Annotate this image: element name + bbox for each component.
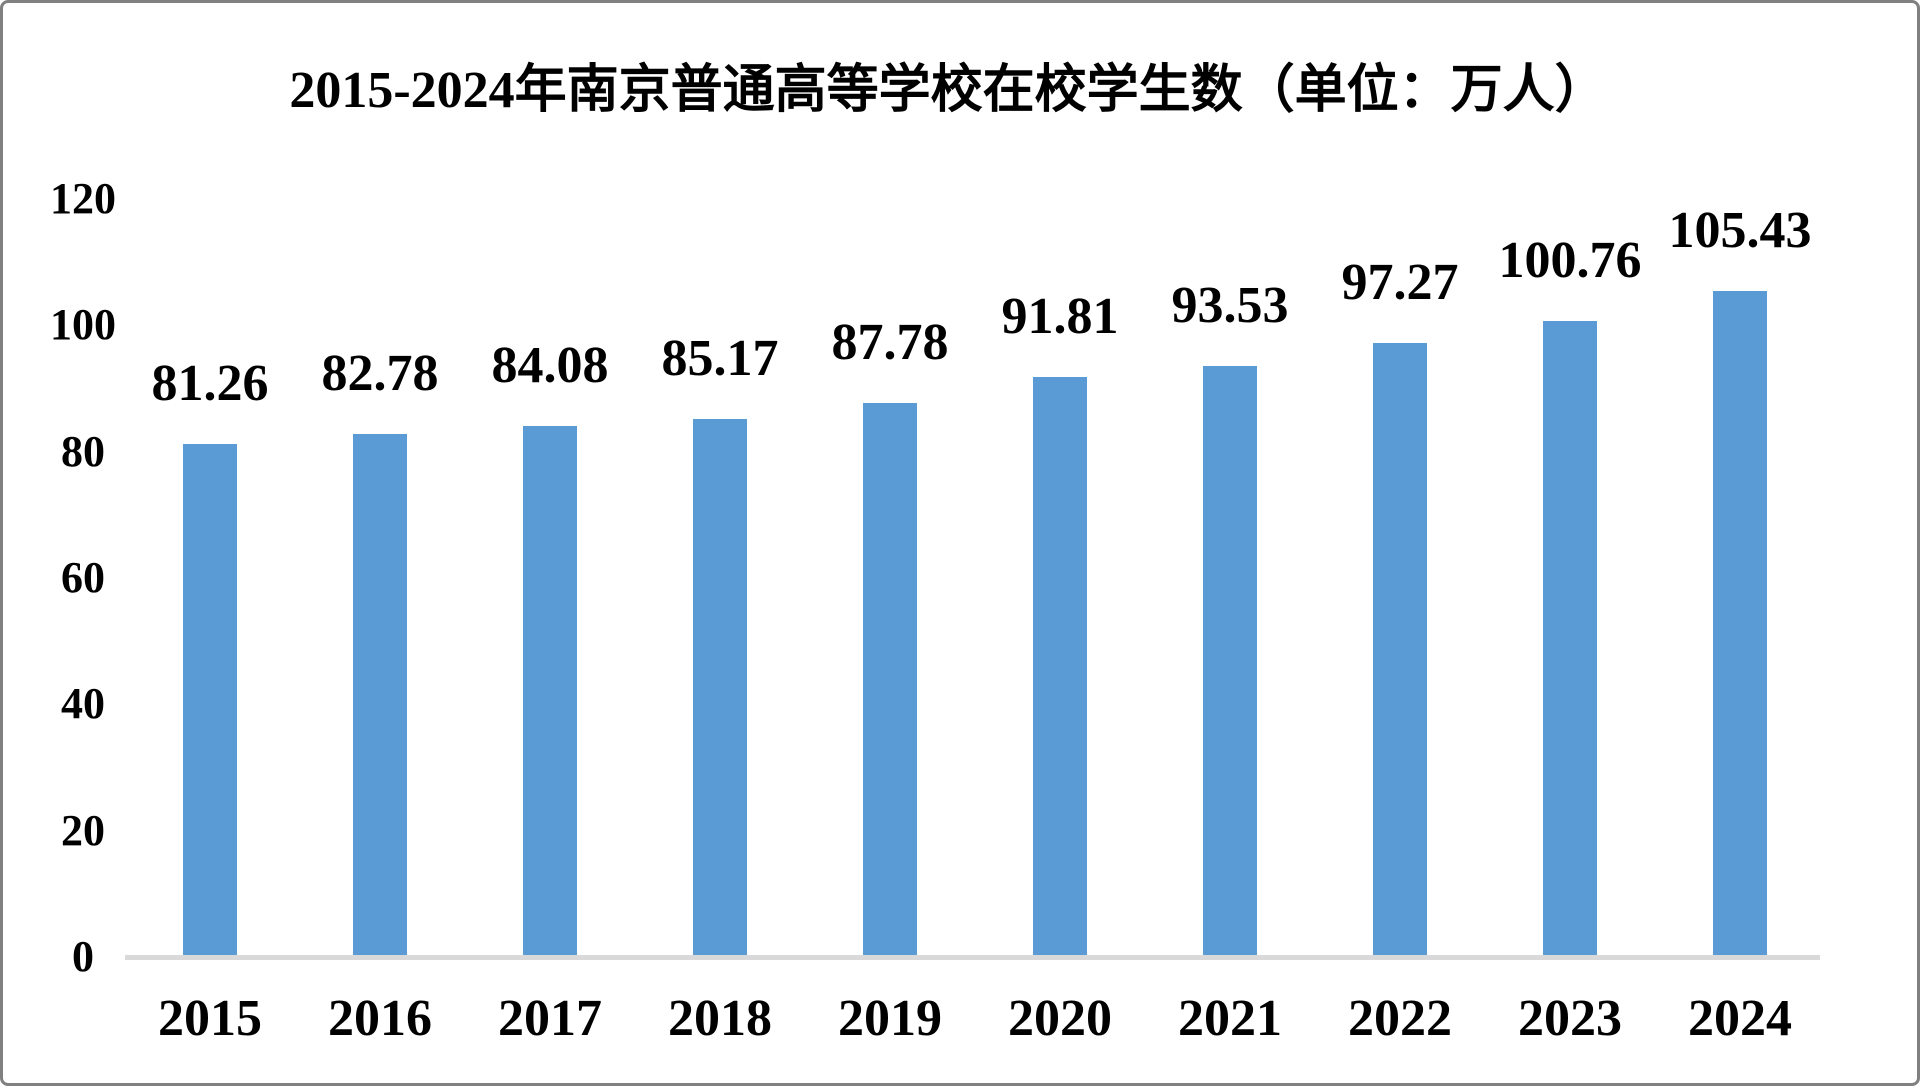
x-tick-label: 2021 [1178, 990, 1282, 1047]
chart-title: 2015-2024年南京普通高等学校在校学生数（单位：万人） [289, 62, 1607, 119]
bar-2020 [1033, 377, 1087, 958]
x-tick-label: 2018 [668, 990, 772, 1047]
bar-value-label: 81.26 [151, 354, 269, 412]
y-tick-label: 120 [50, 174, 116, 223]
bar-2024 [1713, 291, 1767, 958]
x-tick-label: 2020 [1008, 990, 1112, 1047]
x-tick-label: 2015 [158, 990, 262, 1047]
bar-value-label: 97.27 [1341, 253, 1459, 311]
y-tick-label: 40 [61, 679, 105, 729]
bar-value-label: 87.78 [831, 313, 949, 371]
y-tick-label: 0 [72, 932, 94, 981]
x-tick-label: 2017 [498, 990, 602, 1047]
y-tick-label: 60 [61, 553, 105, 602]
bar-value-label: 85.17 [661, 330, 779, 387]
bar-value-label: 91.81 [1001, 288, 1119, 346]
bar-2016 [353, 434, 407, 958]
bar-value-label: 105.43 [1668, 202, 1812, 260]
bar-value-label: 93.53 [1171, 277, 1289, 335]
bar-2022 [1373, 342, 1427, 958]
bar-2019 [863, 402, 917, 958]
x-tick-label: 2023 [1518, 990, 1622, 1047]
x-tick-label: 2024 [1688, 990, 1792, 1047]
bar-value-label: 84.08 [491, 336, 609, 394]
y-tick-label: 20 [61, 805, 105, 855]
x-tick-label: 2022 [1348, 990, 1452, 1047]
bar-value-label: 82.78 [321, 345, 439, 403]
y-tick-label: 80 [61, 426, 105, 476]
bar-2017 [523, 425, 577, 958]
bar-2015 [183, 443, 237, 958]
bar-value-label: 100.76 [1498, 231, 1642, 289]
y-tick-label: 100 [50, 300, 116, 350]
bar-2018 [693, 419, 747, 958]
bar-2023 [1543, 320, 1597, 958]
x-tick-label: 2016 [328, 990, 432, 1047]
x-axis-line [125, 955, 1820, 960]
bar-2021 [1203, 366, 1257, 958]
x-tick-label: 2019 [838, 990, 942, 1047]
